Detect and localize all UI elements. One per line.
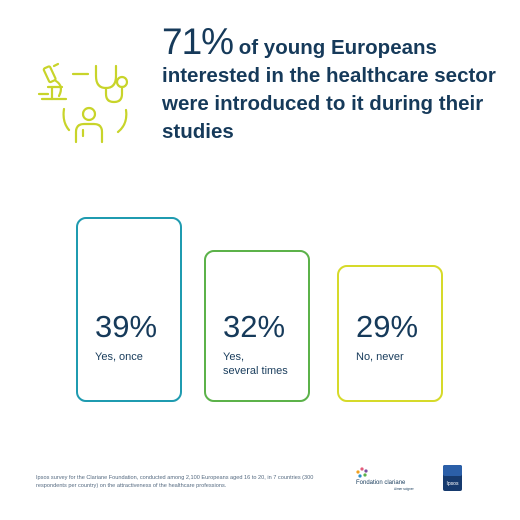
ipsos-wordmark: Ipsos — [447, 481, 459, 487]
bar-category-label: Yes, several times — [223, 351, 288, 377]
clariane-tagline: Aimer soigner — [394, 487, 415, 491]
stethoscope-icon — [94, 64, 129, 104]
bar-card-1: 39% Yes, once — [76, 217, 182, 402]
ipsos-logo: Ipsos — [443, 465, 462, 491]
bar-category-label: No, never — [356, 351, 404, 363]
headline-stat: 71% — [162, 21, 234, 62]
clariane-name: Fondation clariane — [356, 480, 406, 486]
healthcare-worker-icon — [74, 106, 104, 144]
bar-value-label: 29% — [356, 309, 419, 344]
bar-value-label: 32% — [223, 309, 286, 344]
bar-value-label: 39% — [95, 309, 158, 344]
healthcare-icon-cluster — [37, 62, 129, 144]
footnote: Ipsos survey for the Clariane Foundation… — [36, 475, 314, 489]
bar-card-2: 32% Yes, several times — [204, 250, 310, 402]
bar-category-label: Yes, once — [95, 351, 143, 363]
bar-card-3: 29% No, never — [337, 265, 443, 402]
microscope-icon — [37, 62, 68, 101]
headline-text: of young Europeans interested in the hea… — [162, 36, 496, 143]
fondation-clariane-logo: Fondation clariane Aimer soigner — [356, 467, 415, 491]
headline: 71% of young Europeans interested in the… — [162, 23, 507, 146]
